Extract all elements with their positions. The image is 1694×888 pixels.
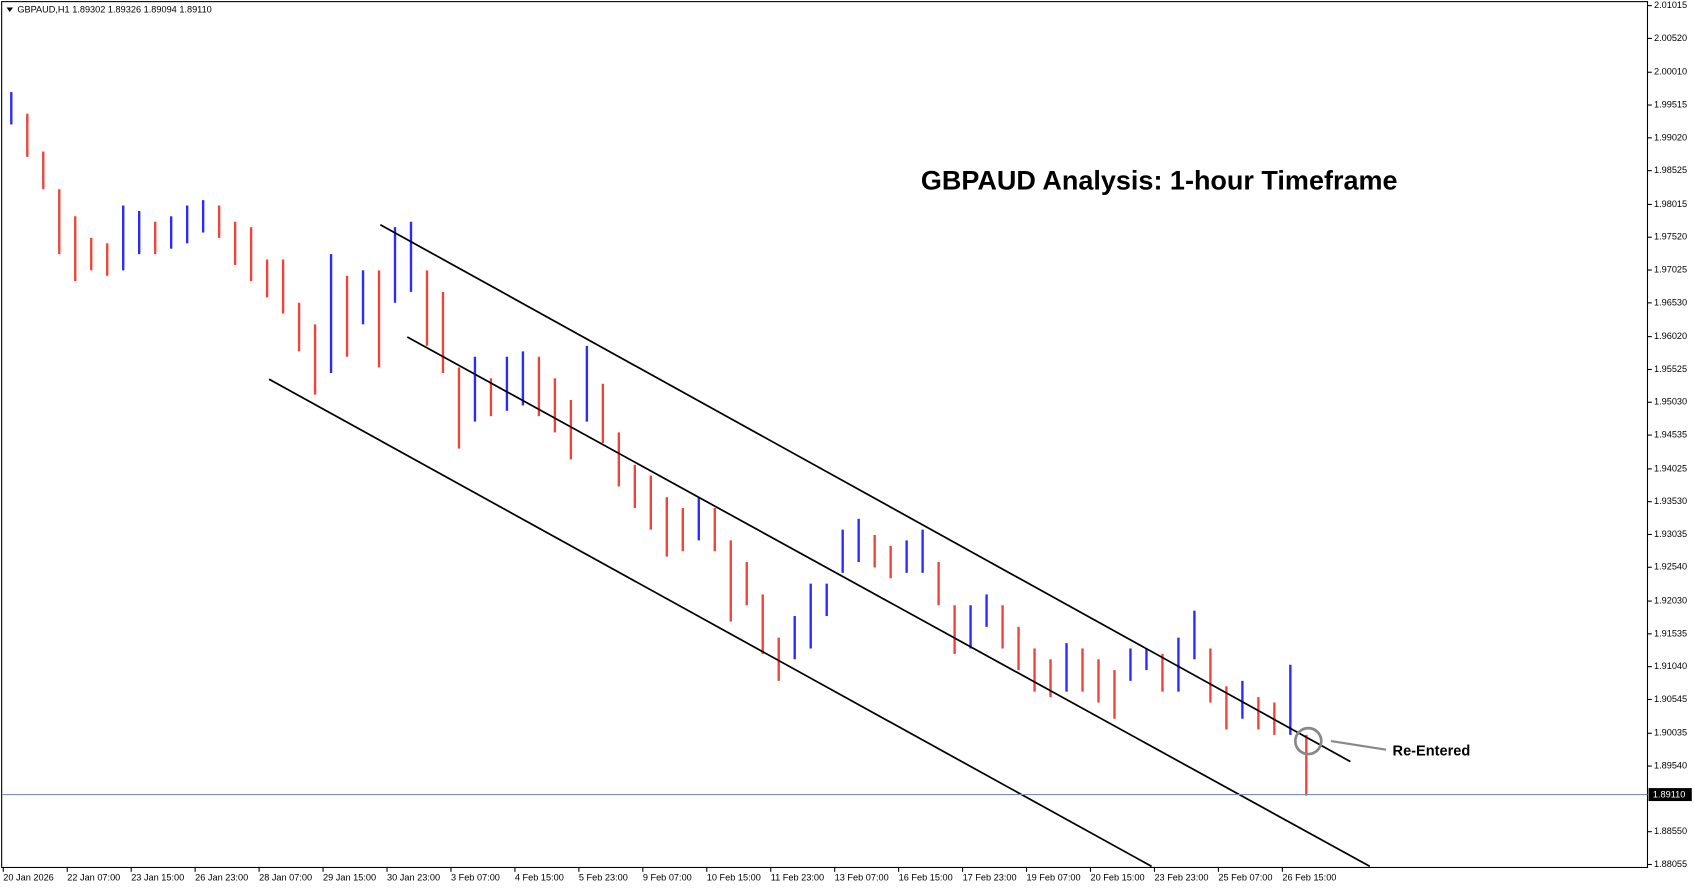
y-tick-label: 1.89540 bbox=[1654, 761, 1687, 771]
x-tick-label: 17 Feb 23:00 bbox=[963, 873, 1017, 883]
y-tick-label: 1.93035 bbox=[1654, 529, 1687, 539]
x-tick-label: 22 Jan 07:00 bbox=[67, 873, 120, 883]
x-tick-label: 20 Feb 15:00 bbox=[1090, 873, 1144, 883]
y-tick-label: 1.96020 bbox=[1654, 331, 1687, 341]
y-tick-label: 1.94535 bbox=[1654, 429, 1687, 439]
x-tick-label: 20 Jan 2026 bbox=[3, 873, 54, 883]
x-tick-label: 30 Jan 23:00 bbox=[387, 873, 440, 883]
y-tick-label: 1.95030 bbox=[1654, 397, 1687, 407]
y-tick-label: 1.90035 bbox=[1654, 728, 1687, 738]
price-bars bbox=[10, 92, 1308, 796]
x-tick-label: 19 Feb 07:00 bbox=[1027, 873, 1081, 883]
y-tick-label: 1.88055 bbox=[1654, 859, 1687, 869]
y-tick-label: 1.88550 bbox=[1654, 826, 1687, 836]
chart-title: GBPAUD Analysis: 1-hour Timeframe bbox=[921, 166, 1398, 196]
y-tick-label: 1.92030 bbox=[1654, 595, 1687, 605]
annotation-pointer bbox=[1330, 740, 1387, 751]
x-tick-label: 28 Jan 07:00 bbox=[259, 873, 312, 883]
x-tick-label: 5 Feb 23:00 bbox=[579, 873, 628, 883]
channel-middle-line bbox=[406, 336, 1371, 868]
y-tick-label: 1.91040 bbox=[1654, 661, 1687, 671]
symbol-header: GBPAUD,H1 1.89302 1.89326 1.89094 1.8911… bbox=[17, 5, 211, 15]
x-tick-label: 23 Jan 15:00 bbox=[131, 873, 184, 883]
y-tick-label: 1.97520 bbox=[1654, 232, 1687, 242]
y-tick-label: 2.01015 bbox=[1654, 0, 1687, 10]
current-price-box bbox=[1648, 788, 1692, 802]
y-tick-label: 1.99020 bbox=[1654, 132, 1687, 142]
x-tick-label: 10 Feb 15:00 bbox=[707, 873, 761, 883]
y-tick-label: 2.00010 bbox=[1654, 67, 1687, 77]
y-tick-label: 1.96530 bbox=[1654, 297, 1687, 307]
y-tick-label: 1.99515 bbox=[1654, 99, 1687, 109]
annotation: Re-Entered bbox=[1393, 744, 1471, 760]
x-tick-label: 4 Feb 15:00 bbox=[515, 873, 564, 883]
x-tick-label: 29 Jan 15:00 bbox=[323, 873, 376, 883]
x-tick-label: 9 Feb 07:00 bbox=[643, 873, 692, 883]
x-tick-label: 3 Feb 07:00 bbox=[451, 873, 500, 883]
header-arrow bbox=[6, 7, 14, 12]
y-tick-label: 1.95525 bbox=[1654, 364, 1687, 374]
x-tick-label: 13 Feb 07:00 bbox=[835, 873, 889, 883]
x-tick-label: 26 Jan 23:00 bbox=[195, 873, 248, 883]
y-tick-label: 1.92540 bbox=[1654, 562, 1687, 572]
y-tick-label: 2.00520 bbox=[1654, 33, 1687, 43]
x-tick-label: 11 Feb 23:00 bbox=[771, 873, 824, 883]
channel-upper-line bbox=[379, 223, 1351, 763]
y-tick-label: 1.98015 bbox=[1654, 199, 1687, 209]
y-tick-label: 1.98525 bbox=[1654, 165, 1687, 175]
y-tick-label: 1.94025 bbox=[1654, 463, 1687, 473]
x-tick-label: 23 Feb 23:00 bbox=[1154, 873, 1208, 883]
y-tick-label: 1.97025 bbox=[1654, 264, 1687, 274]
x-tick-label: 16 Feb 15:00 bbox=[899, 873, 953, 883]
y-tick-label: 1.93530 bbox=[1654, 496, 1687, 506]
x-tick-label: 25 Feb 07:00 bbox=[1218, 873, 1272, 883]
y-tick-label: 1.91535 bbox=[1654, 628, 1687, 638]
re-entry-circle bbox=[1293, 726, 1323, 756]
channel bbox=[268, 223, 1371, 868]
channel-lower-line bbox=[268, 378, 1153, 868]
current-price-label: 1.89110 bbox=[1653, 790, 1685, 800]
y-tick-label: 1.90545 bbox=[1654, 694, 1687, 704]
x-tick-label: 26 Feb 15:00 bbox=[1282, 873, 1336, 883]
